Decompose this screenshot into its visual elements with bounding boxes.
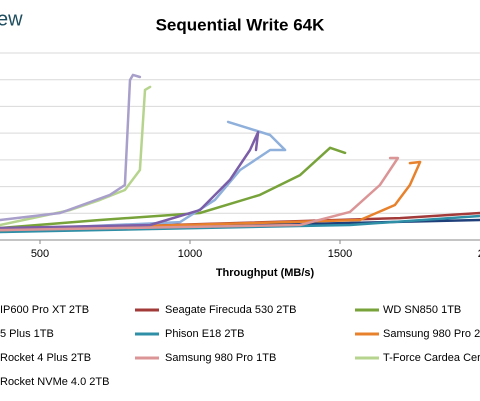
series-line (0, 160, 422, 232)
series-line (0, 130, 260, 230)
legend-label: 5 Plus 1TB (0, 328, 54, 340)
x-tick-label: 2000 (478, 248, 480, 260)
series-line (0, 146, 347, 230)
x-axis-label: Throughput (MB/s) (216, 267, 315, 279)
series-line (0, 120, 287, 232)
x-tick-label: 1000 (178, 248, 202, 260)
x-tick-label: 1500 (328, 248, 352, 260)
chart-title: Sequential Write 64K (156, 15, 326, 34)
legend-label: WD SN850 1TB (383, 304, 461, 316)
x-tick-label: 500 (31, 248, 49, 260)
logo: ew (0, 8, 23, 30)
series-line (0, 73, 142, 222)
legend-label: Seagate Firecuda 530 2TB (165, 304, 296, 316)
series-line (0, 214, 480, 234)
legend-label: IP600 Pro XT 2TB (0, 304, 89, 316)
legend-label: Samsung 980 Pro 2 (383, 328, 480, 340)
legend-label: T-Force Cardea Cer (383, 352, 480, 364)
legend-label: Phison E18 2TB (165, 328, 245, 340)
legend-label: Rocket NVMe 4.0 2TB (0, 376, 109, 388)
legend-label: Samsung 980 Pro 1TB (165, 352, 276, 364)
legend-label: Rocket 4 Plus 2TB (0, 352, 91, 364)
series-line (0, 156, 400, 232)
